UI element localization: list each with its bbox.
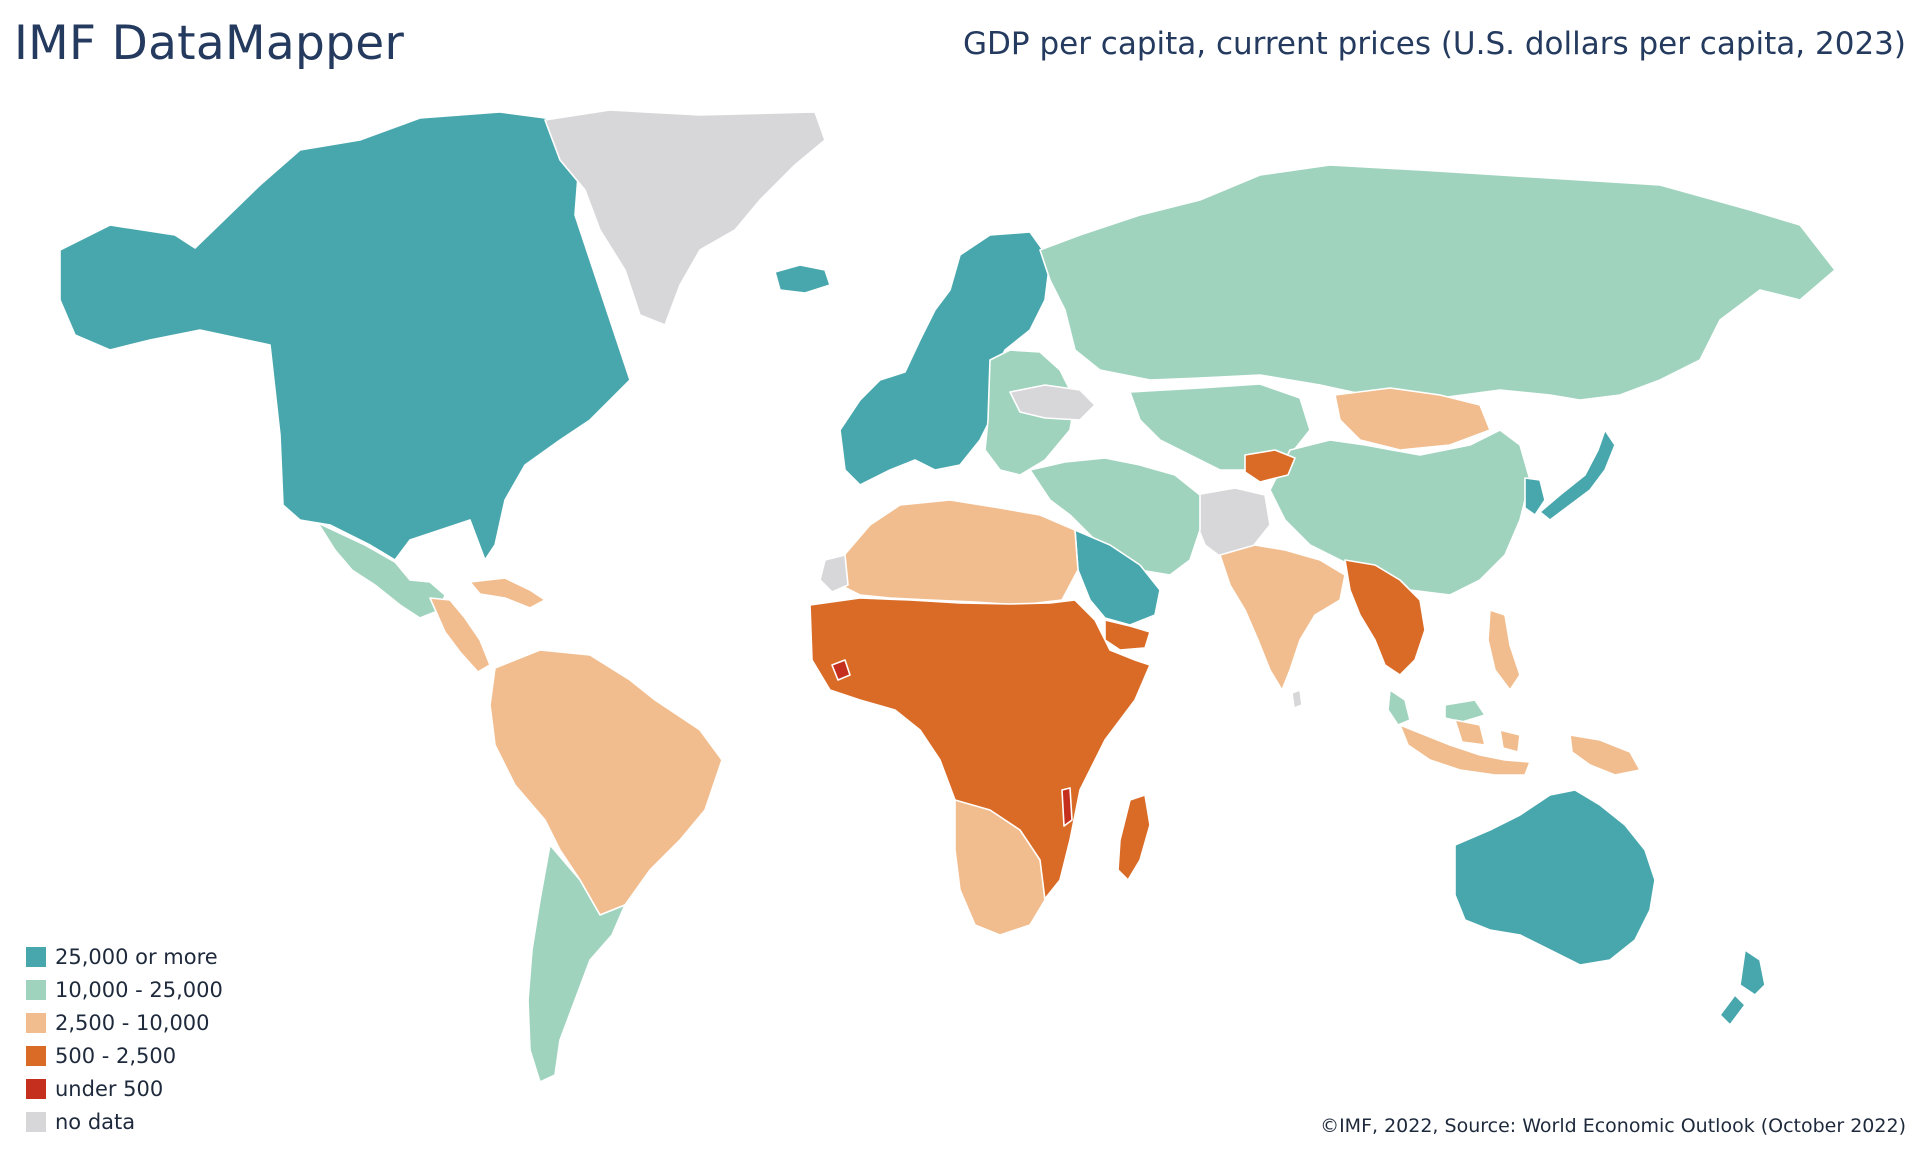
region-tajikistan-kyrgyzstan[interactable] xyxy=(1244,449,1296,483)
legend-swatch-no-data xyxy=(26,1111,46,1132)
region-philippines[interactable] xyxy=(1487,609,1521,691)
legend-item-very-low[interactable]: under 500 xyxy=(26,1072,223,1105)
legend-swatch-very-low xyxy=(26,1078,46,1099)
region-sierra-leone[interactable] xyxy=(831,659,851,681)
legend-label: 25,000 or more xyxy=(55,944,218,969)
region-mainland-southeast-asia[interactable] xyxy=(1344,559,1426,676)
region-china[interactable] xyxy=(1269,429,1531,596)
region-middle-east[interactable] xyxy=(1029,457,1201,576)
region-iceland[interactable] xyxy=(774,264,831,294)
legend: 25,000 or more 10,000 - 25,000 2,500 - 1… xyxy=(26,940,223,1138)
region-sri-lanka[interactable] xyxy=(1291,689,1303,709)
region-madagascar[interactable] xyxy=(1117,794,1151,881)
legend-item-high[interactable]: 25,000 or more xyxy=(26,940,223,973)
legend-label: under 500 xyxy=(55,1076,164,1101)
region-western-europe[interactable] xyxy=(839,231,1051,486)
legend-swatch-lower-mid xyxy=(26,1012,46,1033)
legend-item-no-data[interactable]: no data xyxy=(26,1105,223,1138)
region-korea[interactable] xyxy=(1524,477,1546,516)
region-western-sahara[interactable] xyxy=(819,554,849,593)
region-north-africa[interactable] xyxy=(839,499,1079,606)
legend-label: no data xyxy=(55,1109,136,1134)
brand-title: IMF DataMapper xyxy=(14,16,405,71)
legend-label: 500 - 2,500 xyxy=(55,1043,177,1068)
map-title: GDP per capita, current prices (U.S. dol… xyxy=(963,26,1906,62)
legend-label: 10,000 - 25,000 xyxy=(55,977,223,1002)
region-saudi-arabia[interactable] xyxy=(1074,529,1161,626)
legend-swatch-low xyxy=(26,1045,46,1066)
region-north-america[interactable] xyxy=(59,111,631,561)
region-indonesia[interactable] xyxy=(1399,719,1531,776)
region-greenland[interactable] xyxy=(544,109,826,326)
region-southern-africa[interactable] xyxy=(954,799,1046,936)
region-new-zealand[interactable] xyxy=(1719,949,1766,1026)
region-south-america-north[interactable] xyxy=(489,649,723,916)
region-malaysia[interactable] xyxy=(1387,689,1486,726)
region-southern-cone[interactable] xyxy=(527,844,626,1083)
legend-label: 2,500 - 10,000 xyxy=(55,1010,210,1035)
legend-item-lower-mid[interactable]: 2,500 - 10,000 xyxy=(26,1006,223,1039)
region-mongolia[interactable] xyxy=(1334,387,1491,451)
legend-item-upper-mid[interactable]: 10,000 - 25,000 xyxy=(26,973,223,1006)
region-caribbean[interactable] xyxy=(469,577,546,609)
region-central-america[interactable] xyxy=(429,597,491,673)
source-credit: ©IMF, 2022, Source: World Economic Outlo… xyxy=(1320,1115,1906,1137)
region-india[interactable] xyxy=(1219,544,1346,691)
region-sub-saharan-africa[interactable] xyxy=(809,597,1151,916)
legend-swatch-high xyxy=(26,946,46,967)
legend-swatch-upper-mid xyxy=(26,979,46,1000)
legend-item-low[interactable]: 500 - 2,500 xyxy=(26,1039,223,1072)
region-papua-new-guinea[interactable] xyxy=(1569,734,1641,776)
region-russia[interactable] xyxy=(1039,164,1836,401)
region-malawi[interactable] xyxy=(1061,787,1073,827)
region-australia[interactable] xyxy=(1454,789,1656,966)
region-japan[interactable] xyxy=(1539,429,1616,521)
region-ukraine[interactable] xyxy=(1009,384,1096,421)
